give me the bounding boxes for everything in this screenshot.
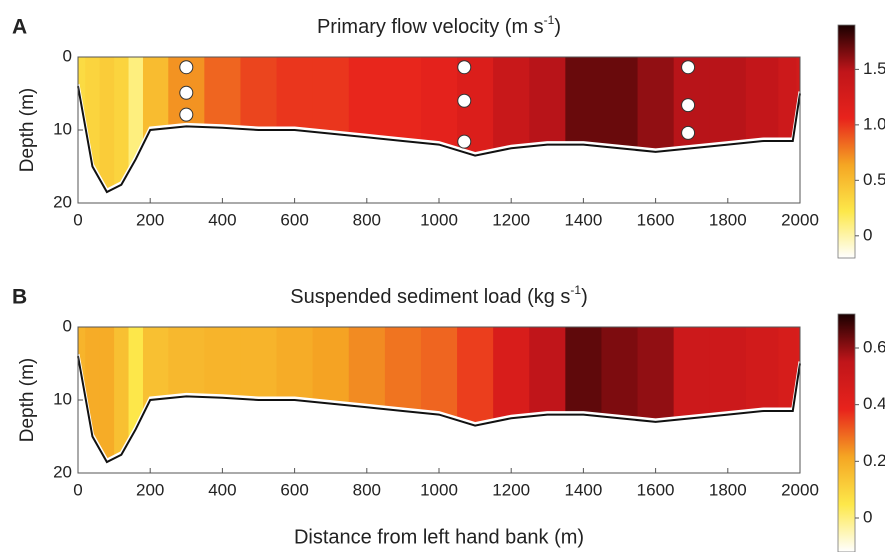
field-column bbox=[348, 327, 386, 463]
y-tick-label: 10 bbox=[53, 389, 72, 408]
x-tick-label: 1000 bbox=[420, 210, 458, 229]
field-column bbox=[457, 57, 494, 193]
field-column bbox=[745, 327, 779, 463]
y-tick-label: 10 bbox=[53, 119, 72, 138]
x-axis-label: Distance from left hand bank (m) bbox=[294, 526, 584, 548]
field-column bbox=[128, 327, 144, 463]
field-column bbox=[420, 327, 458, 463]
sample-point bbox=[681, 98, 696, 113]
x-tick-label: 1200 bbox=[492, 210, 530, 229]
x-tick-label: 1600 bbox=[637, 480, 675, 499]
y-tick-label: 0 bbox=[63, 316, 72, 335]
colorbar-tick-label: 0.4 bbox=[863, 394, 885, 413]
x-tick-label: 1000 bbox=[420, 480, 458, 499]
sample-point bbox=[457, 93, 472, 108]
field-column bbox=[601, 57, 639, 193]
field-column bbox=[637, 327, 675, 463]
x-tick-label: 0 bbox=[73, 480, 82, 499]
chart-title: Primary flow velocity (m s-1) bbox=[317, 13, 561, 38]
colorbar-tick-label: 1.5 bbox=[863, 59, 885, 78]
field-column bbox=[204, 327, 242, 463]
field-column bbox=[128, 57, 144, 193]
x-tick-label: 800 bbox=[353, 480, 381, 499]
x-tick-label: 1400 bbox=[564, 210, 602, 229]
colorbar-tick-label: 1.0 bbox=[863, 114, 885, 133]
field-column bbox=[637, 57, 675, 193]
y-tick-label: 20 bbox=[53, 192, 72, 211]
field-column bbox=[168, 327, 205, 463]
field-column bbox=[204, 57, 242, 193]
x-tick-label: 1800 bbox=[709, 480, 747, 499]
x-tick-label: 0 bbox=[73, 210, 82, 229]
panel-label: B bbox=[12, 286, 27, 309]
colorbar-tick-label: 0 bbox=[863, 225, 872, 244]
field-column bbox=[420, 57, 458, 193]
field-column bbox=[745, 57, 779, 193]
field-column bbox=[114, 57, 130, 193]
x-tick-label: 2000 bbox=[781, 210, 819, 229]
sample-point bbox=[457, 134, 472, 149]
field-column bbox=[601, 327, 639, 463]
x-tick-label: 1400 bbox=[564, 480, 602, 499]
field-column bbox=[348, 57, 386, 193]
sample-point bbox=[179, 85, 194, 100]
field-column bbox=[493, 57, 530, 193]
x-tick-label: 600 bbox=[280, 210, 308, 229]
chart-title: Suspended sediment load (kg s-1) bbox=[290, 283, 588, 308]
field-column bbox=[99, 57, 115, 193]
field-column bbox=[114, 327, 130, 463]
field-column bbox=[99, 327, 115, 463]
x-tick-label: 1800 bbox=[709, 210, 747, 229]
x-tick-label: 1200 bbox=[492, 480, 530, 499]
field bbox=[78, 327, 800, 463]
x-tick-label: 1600 bbox=[637, 210, 675, 229]
y-axis-label: Depth (m) bbox=[17, 88, 38, 172]
y-tick-label: 0 bbox=[63, 46, 72, 65]
field-column bbox=[493, 327, 530, 463]
colorbar-tick-label: 0.5 bbox=[863, 170, 885, 189]
field-column bbox=[565, 57, 603, 193]
field-column bbox=[565, 327, 603, 463]
field-column bbox=[384, 327, 422, 463]
field-column bbox=[709, 57, 747, 193]
sample-point bbox=[457, 60, 472, 75]
y-axis-label: Depth (m) bbox=[17, 358, 38, 442]
x-tick-label: 400 bbox=[208, 480, 236, 499]
colorbar bbox=[837, 313, 856, 553]
sample-point bbox=[179, 60, 194, 75]
field-column bbox=[529, 327, 566, 463]
field-column bbox=[709, 327, 747, 463]
field-column bbox=[384, 57, 422, 193]
sample-point bbox=[179, 107, 194, 122]
field-column bbox=[529, 57, 566, 193]
field-column bbox=[168, 57, 205, 193]
colorbar-tick-label: 0.6 bbox=[863, 337, 885, 356]
bed-line bbox=[77, 356, 801, 464]
field-column bbox=[673, 327, 711, 463]
colorbar bbox=[837, 24, 856, 259]
sample-point bbox=[681, 60, 696, 75]
colorbar-tick-label: 0 bbox=[863, 507, 872, 526]
x-tick-label: 200 bbox=[136, 210, 164, 229]
x-tick-label: 2000 bbox=[781, 480, 819, 499]
colorbar-tick-label: 0.2 bbox=[863, 451, 885, 470]
sample-point bbox=[681, 125, 696, 140]
y-tick-label: 20 bbox=[53, 462, 72, 481]
x-tick-label: 600 bbox=[280, 480, 308, 499]
x-tick-label: 400 bbox=[208, 210, 236, 229]
field-column bbox=[457, 327, 494, 463]
bed-line bbox=[77, 86, 801, 194]
panel-label: A bbox=[12, 16, 27, 39]
x-tick-label: 800 bbox=[353, 210, 381, 229]
x-tick-label: 200 bbox=[136, 480, 164, 499]
